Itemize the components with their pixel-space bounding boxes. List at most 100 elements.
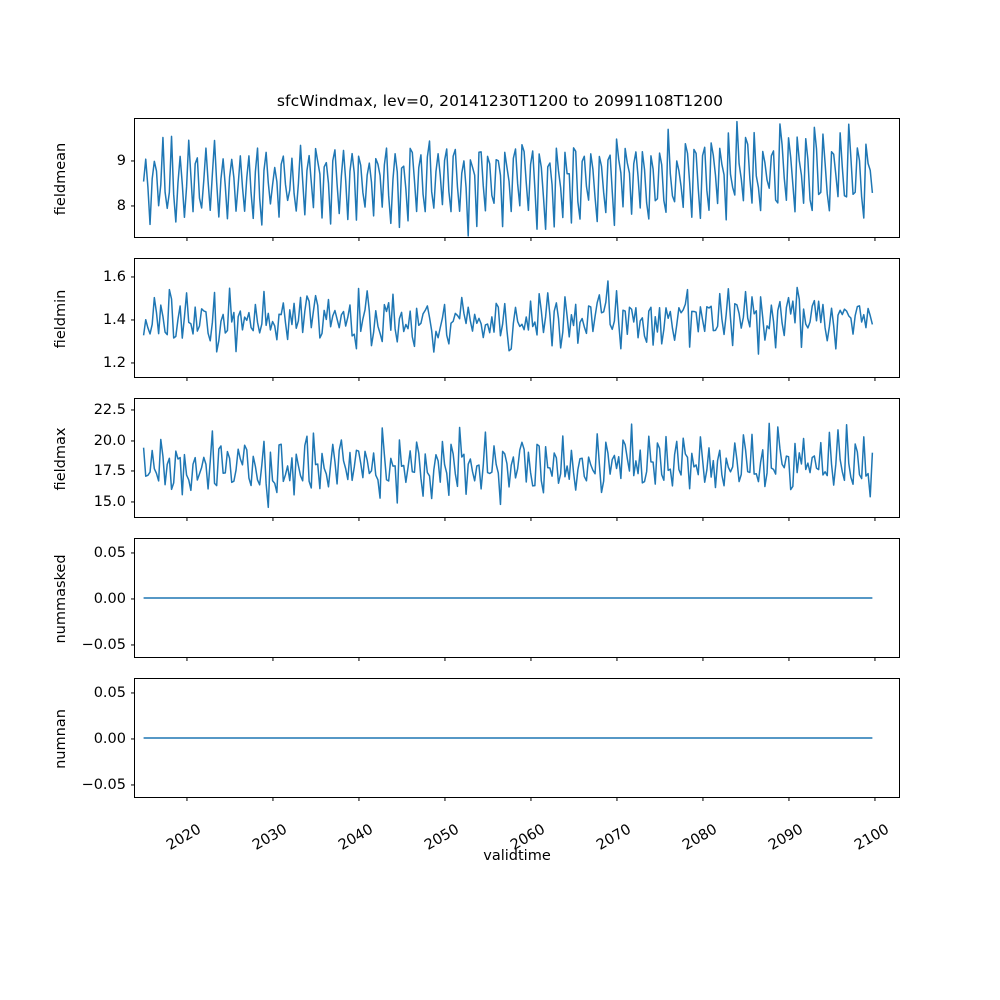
x-tick-mark-fieldmax-5: [616, 517, 618, 521]
y-tick-label-nummasked-0: −0.05: [81, 637, 126, 654]
axes-panel-numnan: −0.05 0.00 0.05 numnan 2020 2030 2040 2050 2060 2…: [53, 678, 900, 854]
axes-panel-fieldmax: 15.017.520.022.5fieldmax2020203020402050…: [53, 398, 900, 574]
y-tick-label-fieldmin-0: 1.2: [102, 354, 126, 371]
x-tick-mark-numnan-4: [530, 797, 532, 801]
y-tick-mark-nummasked-0: [131, 644, 135, 646]
x-tick-mark-fieldmin-5: [616, 377, 618, 381]
x-tick-mark-numnan-0: [186, 797, 188, 801]
x-tick-mark-fieldmean-6: [702, 237, 704, 241]
x-tick-mark-fieldmax-4: [530, 517, 532, 521]
series-line-nummasked: [135, 539, 899, 657]
y-tick-mark-fieldmax-2: [131, 440, 135, 442]
x-tick-mark-fieldmax-2: [358, 517, 360, 521]
x-tick-label-numnan-8: 2100: [852, 821, 893, 854]
series-line-fieldmean: [135, 119, 899, 237]
y-tick-label-numnan-2: 0.05: [93, 684, 126, 701]
x-tick-mark-nummasked-4: [530, 657, 532, 661]
x-tick-mark-numnan-1: [272, 797, 274, 801]
x-tick-mark-numnan-3: [444, 797, 446, 801]
x-tick-label-numnan-4: 2060: [507, 821, 548, 854]
series-line-fieldmax: [135, 399, 899, 517]
y-tick-mark-fieldmin-2: [131, 276, 135, 278]
y-tick-label-fieldmax-3: 22.5: [93, 402, 126, 419]
x-tick-mark-nummasked-3: [444, 657, 446, 661]
y-tick-mark-fieldmin-0: [131, 362, 135, 364]
y-tick-label-fieldmean-0: 8: [116, 197, 126, 214]
x-tick-mark-fieldmin-3: [444, 377, 446, 381]
series-line-fieldmin: [135, 259, 899, 377]
x-tick-mark-fieldmean-1: [272, 237, 274, 241]
plot-area-numnan: [135, 679, 899, 797]
y-tick-label-nummasked-1: 0.00: [93, 591, 126, 607]
y-axis-label-nummasked: nummasked: [53, 554, 69, 644]
axes-panel-nummasked: −0.050.000.05nummasked202020302040205020…: [53, 538, 900, 714]
x-tick-mark-nummasked-8: [874, 657, 876, 661]
x-tick-mark-fieldmin-6: [702, 377, 704, 381]
y-axis-label-numnan: numnan: [53, 709, 69, 769]
y-tick-mark-fieldmax-3: [131, 409, 135, 411]
x-tick-mark-fieldmin-7: [788, 377, 790, 381]
x-tick-mark-fieldmax-0: [186, 517, 188, 521]
y-axis-label-fieldmean: fieldmean: [53, 142, 69, 216]
x-tick-mark-fieldmin-2: [358, 377, 360, 381]
y-tick-mark-nummasked-1: [131, 598, 135, 600]
x-tick-mark-fieldmin-1: [272, 377, 274, 381]
x-tick-mark-numnan-8: [874, 797, 876, 801]
axes-panel-fieldmin: 1.21.41.6fieldmin20202030204020502060207…: [53, 258, 900, 434]
y-tick-mark-numnan-0: [131, 784, 135, 786]
x-tick-label-numnan-2: 2040: [335, 821, 376, 854]
x-tick-mark-fieldmax-7: [788, 517, 790, 521]
x-tick-mark-fieldmean-8: [874, 237, 876, 241]
x-tick-mark-fieldmean-7: [788, 237, 790, 241]
y-tick-mark-fieldmax-1: [131, 470, 135, 472]
y-axis-label-fieldmax: fieldmax: [53, 427, 69, 491]
x-tick-mark-nummasked-2: [358, 657, 360, 661]
y-tick-label-fieldmax-0: 15.0: [93, 493, 126, 510]
x-tick-mark-nummasked-6: [702, 657, 704, 661]
x-tick-mark-nummasked-1: [272, 657, 274, 661]
x-tick-mark-numnan-7: [788, 797, 790, 801]
plot-area-fieldmin: [135, 259, 899, 377]
x-tick-label-numnan-6: 2080: [680, 821, 720, 854]
x-tick-mark-fieldmean-0: [186, 237, 188, 241]
y-tick-label-fieldmax-2: 20.0: [93, 432, 126, 449]
y-tick-mark-nummasked-2: [131, 552, 135, 554]
x-tick-mark-fieldmin-4: [530, 377, 532, 381]
plot-area-fieldmax: [135, 399, 899, 517]
x-tick-label-numnan-0: 2020: [163, 821, 204, 854]
x-tick-mark-fieldmean-2: [358, 237, 360, 241]
x-tick-mark-fieldmax-3: [444, 517, 446, 521]
y-tick-label-numnan-0: −0.05: [81, 777, 126, 794]
plot-area-nummasked: [135, 539, 899, 657]
y-tick-mark-numnan-1: [131, 738, 135, 740]
series-line-numnan: [135, 679, 899, 797]
x-tick-mark-nummasked-0: [186, 657, 188, 661]
x-tick-mark-fieldmin-8: [874, 377, 876, 381]
y-tick-label-fieldmean-1: 9: [116, 153, 126, 170]
y-tick-mark-fieldmin-1: [131, 319, 135, 321]
plot-area-fieldmean: [135, 119, 899, 237]
y-tick-label-fieldmin-2: 1.6: [102, 269, 126, 286]
x-tick-mark-fieldmax-1: [272, 517, 274, 521]
x-tick-mark-fieldmean-4: [530, 237, 532, 241]
x-tick-label-numnan-3: 2050: [421, 821, 462, 854]
y-tick-mark-fieldmax-0: [131, 501, 135, 503]
y-tick-mark-numnan-2: [131, 692, 135, 694]
x-tick-label-numnan-1: 2030: [249, 821, 290, 854]
y-tick-label-nummasked-2: 0.05: [93, 544, 126, 561]
x-tick-mark-nummasked-5: [616, 657, 618, 661]
x-tick-mark-numnan-5: [616, 797, 618, 801]
figure-title: sfcWindmax, lev=0, 20141230T1200 to 2099…: [276, 92, 724, 110]
x-tick-mark-numnan-6: [702, 797, 704, 801]
x-tick-label-numnan-7: 2090: [766, 821, 807, 854]
x-tick-mark-fieldmean-5: [616, 237, 618, 241]
y-tick-mark-fieldmean-0: [131, 205, 135, 207]
x-tick-mark-nummasked-7: [788, 657, 790, 661]
y-tick-label-fieldmin-1: 1.4: [102, 312, 126, 329]
x-tick-mark-fieldmax-8: [874, 517, 876, 521]
x-tick-mark-fieldmean-3: [444, 237, 446, 241]
y-tick-label-numnan-1: 0.00: [93, 731, 126, 747]
y-axis-label-fieldmin: fieldmin: [53, 289, 69, 349]
y-tick-mark-fieldmean-1: [131, 160, 135, 162]
